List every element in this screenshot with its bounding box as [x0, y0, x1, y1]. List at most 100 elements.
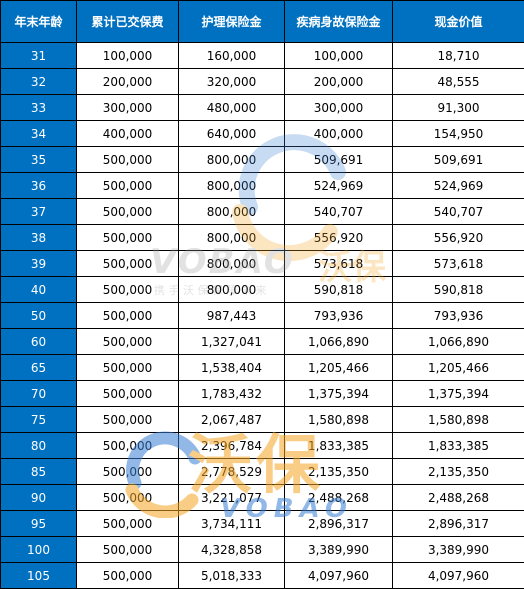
- cell-cash-value: 509,691: [393, 147, 524, 173]
- cell-age: 65: [1, 355, 77, 381]
- cell-cumulative-premium: 500,000: [77, 563, 179, 589]
- cell-age: 85: [1, 459, 77, 485]
- cell-cumulative-premium: 300,000: [77, 95, 179, 121]
- header-row: 年末年龄 累计已交保费 护理保险金 疾病身故保险金 现金价值: [1, 1, 524, 43]
- cell-age: 100: [1, 537, 77, 563]
- cell-care-benefit: 320,000: [179, 69, 285, 95]
- cell-age: 60: [1, 329, 77, 355]
- cell-care-benefit: 800,000: [179, 199, 285, 225]
- cell-age: 36: [1, 173, 77, 199]
- cell-cumulative-premium: 500,000: [77, 355, 179, 381]
- cell-cumulative-premium: 500,000: [77, 173, 179, 199]
- cell-death-benefit: 793,936: [285, 303, 393, 329]
- cell-care-benefit: 480,000: [179, 95, 285, 121]
- cell-cumulative-premium: 500,000: [77, 485, 179, 511]
- cell-care-benefit: 800,000: [179, 147, 285, 173]
- cell-death-benefit: 2,896,317: [285, 511, 393, 537]
- cell-death-benefit: 4,097,960: [285, 563, 393, 589]
- cell-death-benefit: 3,389,990: [285, 537, 393, 563]
- cell-care-benefit: 2,396,784: [179, 433, 285, 459]
- cell-death-benefit: 573,618: [285, 251, 393, 277]
- cell-age: 33: [1, 95, 77, 121]
- cell-care-benefit: 987,443: [179, 303, 285, 329]
- cell-death-benefit: 1,375,394: [285, 381, 393, 407]
- cell-cash-value: 556,920: [393, 225, 524, 251]
- cell-age: 39: [1, 251, 77, 277]
- cell-age: 50: [1, 303, 77, 329]
- cell-cumulative-premium: 100,000: [77, 43, 179, 69]
- cell-age: 35: [1, 147, 77, 173]
- cell-cash-value: 590,818: [393, 277, 524, 303]
- cell-death-benefit: 524,969: [285, 173, 393, 199]
- cell-death-benefit: 400,000: [285, 121, 393, 147]
- cell-age: 95: [1, 511, 77, 537]
- cell-death-benefit: 1,833,385: [285, 433, 393, 459]
- cell-cash-value: 91,300: [393, 95, 524, 121]
- cell-cumulative-premium: 500,000: [77, 199, 179, 225]
- cell-cash-value: 2,135,350: [393, 459, 524, 485]
- cell-care-benefit: 5,018,333: [179, 563, 285, 589]
- header-age: 年末年龄: [1, 1, 77, 43]
- cell-care-benefit: 640,000: [179, 121, 285, 147]
- table-header: 年末年龄 累计已交保费 护理保险金 疾病身故保险金 现金价值: [1, 1, 524, 43]
- cell-care-benefit: 3,734,111: [179, 511, 285, 537]
- cell-cash-value: 18,710: [393, 43, 524, 69]
- cell-age: 40: [1, 277, 77, 303]
- cell-age: 32: [1, 69, 77, 95]
- cell-care-benefit: 2,778,529: [179, 459, 285, 485]
- cell-age: 105: [1, 563, 77, 589]
- cell-cash-value: 540,707: [393, 199, 524, 225]
- cell-cash-value: 154,950: [393, 121, 524, 147]
- cell-death-benefit: 1,580,898: [285, 407, 393, 433]
- cell-care-benefit: 1,538,404: [179, 355, 285, 381]
- cell-cash-value: 1,066,890: [393, 329, 524, 355]
- cell-death-benefit: 2,488,268: [285, 485, 393, 511]
- cell-cumulative-premium: 500,000: [77, 277, 179, 303]
- cell-age: 90: [1, 485, 77, 511]
- cell-death-benefit: 509,691: [285, 147, 393, 173]
- cell-cash-value: 524,969: [393, 173, 524, 199]
- cell-age: 37: [1, 199, 77, 225]
- cell-cumulative-premium: 500,000: [77, 407, 179, 433]
- cell-cumulative-premium: 500,000: [77, 147, 179, 173]
- cell-death-benefit: 556,920: [285, 225, 393, 251]
- cell-care-benefit: 2,067,487: [179, 407, 285, 433]
- cell-cumulative-premium: 500,000: [77, 433, 179, 459]
- header-cumulative-premium: 累计已交保费: [77, 1, 179, 43]
- cell-cumulative-premium: 500,000: [77, 251, 179, 277]
- cell-care-benefit: 160,000: [179, 43, 285, 69]
- cell-cash-value: 1,833,385: [393, 433, 524, 459]
- cell-cumulative-premium: 400,000: [77, 121, 179, 147]
- cell-care-benefit: 4,328,858: [179, 537, 285, 563]
- cell-age: 75: [1, 407, 77, 433]
- cell-cash-value: 1,205,466: [393, 355, 524, 381]
- cell-cash-value: 2,896,317: [393, 511, 524, 537]
- cell-cumulative-premium: 500,000: [77, 511, 179, 537]
- cell-age: 31: [1, 43, 77, 69]
- cell-death-benefit: 100,000: [285, 43, 393, 69]
- cell-care-benefit: 800,000: [179, 251, 285, 277]
- cell-death-benefit: 2,135,350: [285, 459, 393, 485]
- cell-death-benefit: 1,205,466: [285, 355, 393, 381]
- cell-cumulative-premium: 500,000: [77, 537, 179, 563]
- cell-cumulative-premium: 500,000: [77, 381, 179, 407]
- cell-age: 34: [1, 121, 77, 147]
